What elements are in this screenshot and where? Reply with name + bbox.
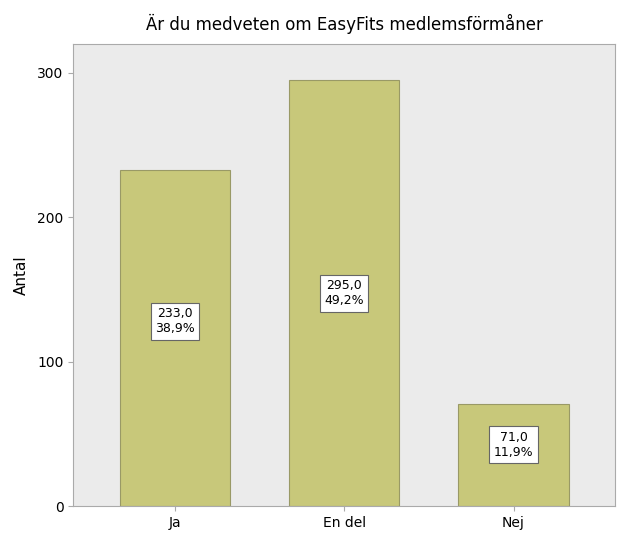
- Text: 295,0
49,2%: 295,0 49,2%: [325, 279, 364, 307]
- Text: 233,0
38,9%: 233,0 38,9%: [155, 307, 195, 335]
- Bar: [289, 80, 399, 506]
- Bar: [120, 170, 230, 506]
- Y-axis label: Antal: Antal: [14, 255, 29, 295]
- Text: 71,0
11,9%: 71,0 11,9%: [494, 431, 533, 459]
- Title: Är du medveten om EasyFits medlemsförmåner: Är du medveten om EasyFits medlemsförmån…: [146, 14, 543, 34]
- Bar: [459, 404, 569, 506]
